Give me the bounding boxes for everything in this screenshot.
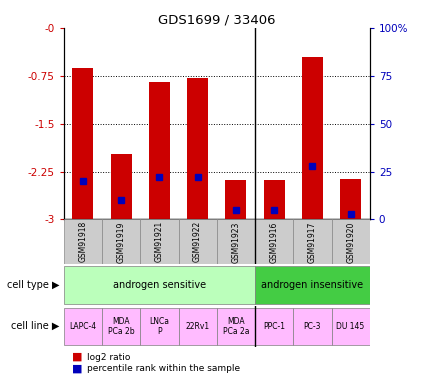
FancyBboxPatch shape [255,308,293,345]
Text: GSM91916: GSM91916 [269,221,279,262]
FancyBboxPatch shape [64,308,102,345]
FancyBboxPatch shape [102,308,140,345]
Text: MDA
PCa 2a: MDA PCa 2a [223,316,249,336]
FancyBboxPatch shape [332,308,370,345]
Text: DU 145: DU 145 [337,322,365,331]
FancyBboxPatch shape [293,308,332,345]
Bar [149,82,170,219]
Text: cell line ▶: cell line ▶ [11,321,60,331]
Text: log2 ratio: log2 ratio [87,352,130,362]
Bar [72,68,94,219]
Text: percentile rank within the sample: percentile rank within the sample [87,364,240,373]
FancyBboxPatch shape [255,266,370,304]
FancyBboxPatch shape [64,266,255,304]
Text: GSM91918: GSM91918 [78,221,88,262]
FancyBboxPatch shape [64,219,102,264]
Bar [264,180,285,219]
Text: androgen sensitive: androgen sensitive [113,280,206,290]
Text: GSM91920: GSM91920 [346,221,355,262]
FancyBboxPatch shape [140,219,178,264]
Text: LAPC-4: LAPC-4 [69,322,96,331]
FancyBboxPatch shape [140,308,178,345]
Bar [225,180,246,219]
Text: androgen insensitive: androgen insensitive [261,280,363,290]
Text: PPC-1: PPC-1 [263,322,285,331]
FancyBboxPatch shape [102,219,140,264]
Bar [110,154,132,219]
Text: ■: ■ [72,352,83,362]
Title: GDS1699 / 33406: GDS1699 / 33406 [158,14,275,27]
Text: 22Rv1: 22Rv1 [186,322,210,331]
Text: GSM91919: GSM91919 [116,221,126,262]
FancyBboxPatch shape [217,219,255,264]
Bar [340,178,361,219]
Bar [302,57,323,219]
FancyBboxPatch shape [178,308,217,345]
Text: GSM91922: GSM91922 [193,221,202,262]
Text: cell type ▶: cell type ▶ [7,280,60,290]
FancyBboxPatch shape [255,219,293,264]
FancyBboxPatch shape [178,219,217,264]
FancyBboxPatch shape [293,219,332,264]
Text: GSM91921: GSM91921 [155,221,164,262]
Text: PC-3: PC-3 [303,322,321,331]
Text: GSM91917: GSM91917 [308,221,317,262]
Text: ■: ■ [72,363,83,373]
Text: GSM91923: GSM91923 [231,221,241,262]
Text: LNCa
P: LNCa P [149,316,170,336]
Bar [187,78,208,219]
FancyBboxPatch shape [332,219,370,264]
Text: MDA
PCa 2b: MDA PCa 2b [108,316,134,336]
FancyBboxPatch shape [217,308,255,345]
